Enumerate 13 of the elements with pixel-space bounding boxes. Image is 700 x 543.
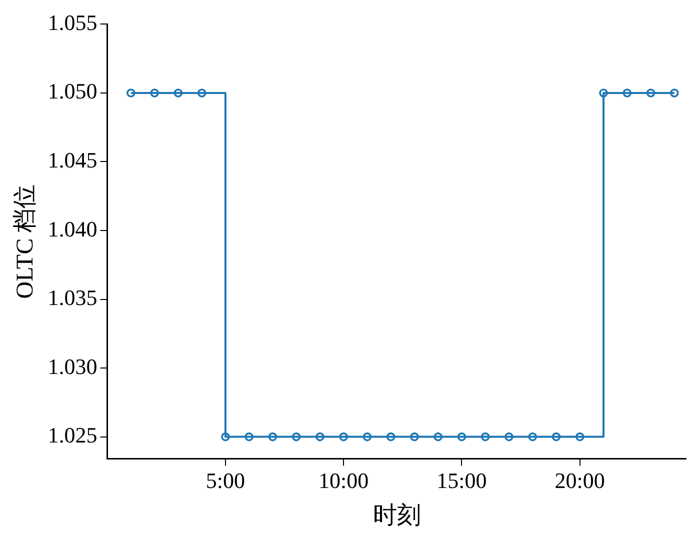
x-tick-label: 10:00: [318, 468, 369, 493]
y-axis-title: OLTC 档位: [12, 184, 39, 299]
y-tick-label: 1.045: [48, 148, 98, 173]
x-axis-title: 时刻: [372, 502, 421, 529]
x-tick-label: 5:00: [206, 468, 246, 493]
y-tick-label: 1.025: [48, 422, 98, 448]
x-tick-label: 15:00: [436, 468, 487, 493]
y-tick-label: 1.035: [48, 285, 98, 310]
y-tick-label: 1.050: [48, 78, 98, 104]
y-tick-label: 1.030: [48, 354, 98, 379]
y-tick-label: 1.040: [48, 216, 98, 242]
x-tick-label: 20:00: [554, 468, 605, 493]
y-tick-label: 1.055: [48, 10, 98, 35]
